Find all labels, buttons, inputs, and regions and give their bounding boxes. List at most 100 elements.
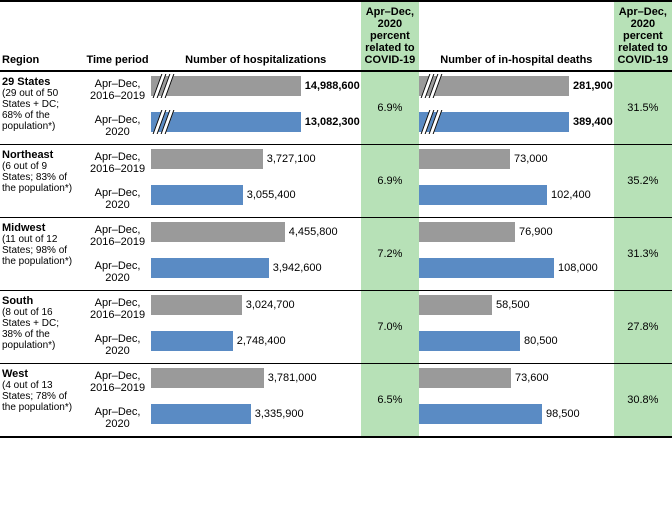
region-title: 29 States bbox=[2, 76, 80, 88]
hosp-bar-cell: 3,727,100 bbox=[151, 145, 361, 182]
hdr-period: Time period bbox=[84, 1, 150, 71]
bar-label: 98,500 bbox=[546, 408, 580, 420]
bar bbox=[419, 368, 511, 388]
region-sub: (6 out of 9 States; 83% of the populatio… bbox=[2, 161, 80, 194]
table-row: South(8 out of 16 States + DC; 38% of th… bbox=[0, 291, 672, 328]
bar-label: 281,900 bbox=[573, 80, 613, 92]
bar bbox=[151, 331, 233, 351]
hosp-pct-cell: 6.5% bbox=[361, 364, 419, 438]
death-bar-cell: 73,600 bbox=[419, 364, 614, 401]
region-sub: (8 out of 16 States + DC; 38% of the pop… bbox=[2, 307, 80, 351]
bar-label: 2,748,400 bbox=[237, 335, 286, 347]
bar-row: 389,400 bbox=[419, 112, 614, 132]
period-cell: Apr–Dec, 2016–2019 bbox=[84, 364, 150, 401]
period-cell: Apr–Dec, 2016–2019 bbox=[84, 291, 150, 328]
period-cell: Apr–Dec, 2016–2019 bbox=[84, 218, 150, 255]
bar-label: 80,500 bbox=[524, 335, 558, 347]
period-cell: Apr–Dec, 2020 bbox=[84, 108, 150, 145]
bar-label: 14,988,600 bbox=[305, 80, 360, 92]
table-row: Apr–Dec, 2020 3,055,400 102,400 bbox=[0, 181, 672, 218]
bar-row: 98,500 bbox=[419, 404, 614, 424]
hosp-bar-cell: 3,055,400 bbox=[151, 181, 361, 218]
bar-label: 3,781,000 bbox=[268, 372, 317, 384]
bar-row: 108,000 bbox=[419, 258, 614, 278]
bar-label: 3,727,100 bbox=[267, 153, 316, 165]
bar bbox=[151, 258, 269, 278]
data-table: Region Time period Number of hospitaliza… bbox=[0, 0, 672, 438]
region-sub: (29 out of 50 States + DC; 68% of the po… bbox=[2, 88, 80, 132]
region-cell: 29 States(29 out of 50 States + DC; 68% … bbox=[0, 71, 84, 145]
table-row: Apr–Dec, 202013,082,300 389,400 bbox=[0, 108, 672, 145]
bar-label: 108,000 bbox=[558, 262, 598, 274]
region-title: Northeast bbox=[2, 149, 80, 161]
table-row: Apr–Dec, 20203,335,90098,500 bbox=[0, 400, 672, 437]
region-cell: West(4 out of 13 States; 78% of the popu… bbox=[0, 364, 84, 438]
bar-row: 3,055,400 bbox=[151, 185, 361, 205]
bar-label: 389,400 bbox=[573, 116, 613, 128]
bar-label: 76,900 bbox=[519, 226, 553, 238]
bar-row: 3,781,000 bbox=[151, 368, 361, 388]
period-cell: Apr–Dec, 2020 bbox=[84, 327, 150, 364]
bar bbox=[419, 76, 569, 96]
table-row: Northeast(6 out of 9 States; 83% of the … bbox=[0, 145, 672, 182]
table-row: Apr–Dec, 2020 3,942,600 108,000 bbox=[0, 254, 672, 291]
death-bar-cell: 73,000 bbox=[419, 145, 614, 182]
bar bbox=[419, 404, 542, 424]
death-bar-cell: 58,500 bbox=[419, 291, 614, 328]
death-bar-cell: 281,900 bbox=[419, 71, 614, 108]
bar-row: 3,024,700 bbox=[151, 295, 361, 315]
bar-row: 13,082,300 bbox=[151, 112, 361, 132]
bar bbox=[151, 295, 242, 315]
hosp-bar-cell: 13,082,300 bbox=[151, 108, 361, 145]
hdr-deaths-pct: Apr–Dec, 2020 percent related to COVID-1… bbox=[614, 1, 672, 71]
bar bbox=[151, 222, 285, 242]
hdr-deaths: Number of in-hospital deaths bbox=[419, 1, 614, 71]
axis-break-icon bbox=[425, 110, 441, 134]
bar bbox=[419, 185, 547, 205]
bar bbox=[419, 222, 515, 242]
bar-row: 3,335,900 bbox=[151, 404, 361, 424]
region-sub: (4 out of 13 States; 78% of the populati… bbox=[2, 380, 80, 413]
bar-row: 281,900 bbox=[419, 76, 614, 96]
bar-label: 73,000 bbox=[514, 153, 548, 165]
death-bar-cell: 76,900 bbox=[419, 218, 614, 255]
bar-label: 3,024,700 bbox=[246, 299, 295, 311]
period-cell: Apr–Dec, 2020 bbox=[84, 181, 150, 218]
bar bbox=[419, 331, 520, 351]
bar-label: 3,942,600 bbox=[273, 262, 322, 274]
table-row: 29 States(29 out of 50 States + DC; 68% … bbox=[0, 71, 672, 108]
death-pct-cell: 30.8% bbox=[614, 364, 672, 438]
bar-row: 4,455,800 bbox=[151, 222, 361, 242]
hosp-pct-cell: 7.2% bbox=[361, 218, 419, 291]
hosp-bar-cell: 2,748,400 bbox=[151, 327, 361, 364]
bar-row: 73,000 bbox=[419, 149, 614, 169]
region-cell: South(8 out of 16 States + DC; 38% of th… bbox=[0, 291, 84, 364]
region-cell: Northeast(6 out of 9 States; 83% of the … bbox=[0, 145, 84, 218]
bar bbox=[151, 112, 301, 132]
period-cell: Apr–Dec, 2016–2019 bbox=[84, 71, 150, 108]
hosp-bar-cell: 3,781,000 bbox=[151, 364, 361, 401]
bar-row: 102,400 bbox=[419, 185, 614, 205]
bar-row: 14,988,600 bbox=[151, 76, 361, 96]
region-title: Midwest bbox=[2, 222, 80, 234]
bar-row: 3,727,100 bbox=[151, 149, 361, 169]
bar bbox=[419, 258, 554, 278]
hosp-bar-cell: 3,335,900 bbox=[151, 400, 361, 437]
bar-row: 3,942,600 bbox=[151, 258, 361, 278]
bar-row: 73,600 bbox=[419, 368, 614, 388]
bar-label: 58,500 bbox=[496, 299, 530, 311]
bar bbox=[151, 76, 301, 96]
hosp-bar-cell: 3,942,600 bbox=[151, 254, 361, 291]
death-pct-cell: 31.5% bbox=[614, 71, 672, 145]
bar-row: 76,900 bbox=[419, 222, 614, 242]
bar-label: 3,055,400 bbox=[247, 189, 296, 201]
hosp-bar-cell: 3,024,700 bbox=[151, 291, 361, 328]
axis-break-icon bbox=[157, 74, 173, 98]
period-cell: Apr–Dec, 2020 bbox=[84, 254, 150, 291]
period-cell: Apr–Dec, 2016–2019 bbox=[84, 145, 150, 182]
bar bbox=[419, 112, 569, 132]
hosp-bar-cell: 14,988,600 bbox=[151, 71, 361, 108]
death-bar-cell: 80,500 bbox=[419, 327, 614, 364]
bar bbox=[151, 368, 264, 388]
death-bar-cell: 108,000 bbox=[419, 254, 614, 291]
